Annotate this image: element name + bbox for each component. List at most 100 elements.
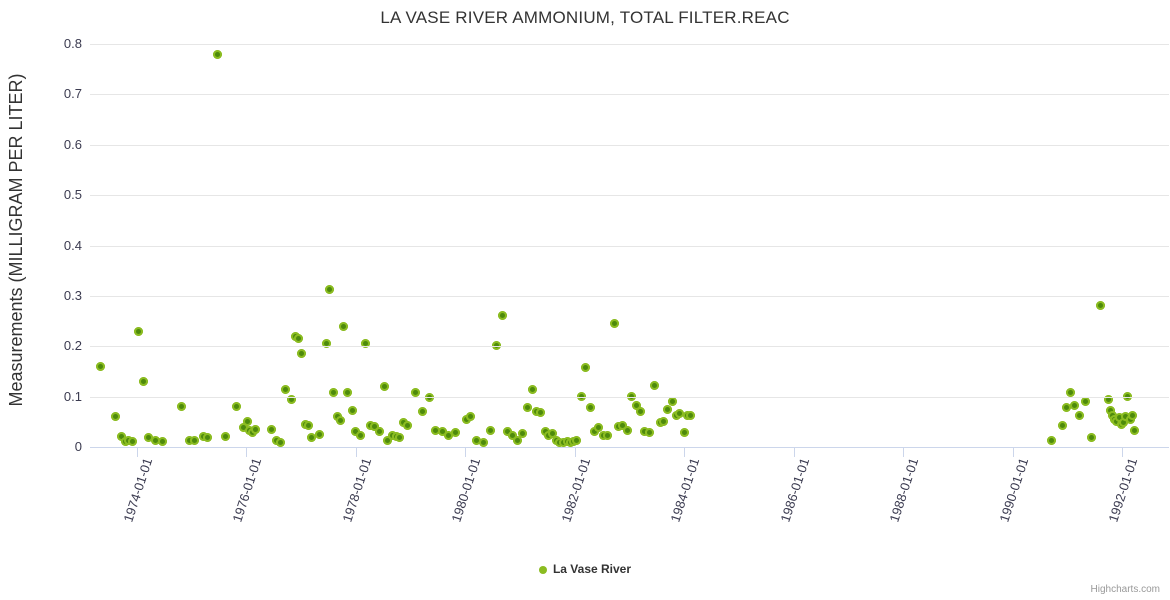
data-point[interactable] (527, 384, 537, 394)
data-point[interactable] (369, 422, 379, 432)
data-point[interactable] (507, 431, 517, 441)
data-point[interactable] (251, 424, 261, 434)
data-point[interactable] (679, 428, 689, 438)
data-point[interactable] (589, 427, 599, 437)
data-point[interactable] (111, 412, 121, 422)
data-point[interactable] (1080, 397, 1090, 407)
data-point[interactable] (479, 438, 489, 448)
data-point[interactable] (497, 310, 507, 320)
data-point[interactable] (324, 285, 334, 295)
data-point[interactable] (1046, 436, 1056, 446)
data-point[interactable] (424, 393, 434, 403)
data-point[interactable] (466, 412, 476, 422)
data-point[interactable] (127, 437, 137, 447)
data-point[interactable] (650, 381, 660, 391)
data-point[interactable] (286, 394, 296, 404)
data-point[interactable] (375, 427, 385, 437)
data-point[interactable] (635, 407, 645, 417)
data-point[interactable] (437, 427, 447, 437)
data-point[interactable] (96, 361, 106, 371)
data-point[interactable] (116, 432, 126, 442)
data-point[interactable] (329, 388, 339, 398)
data-point[interactable] (622, 426, 632, 436)
data-point[interactable] (492, 340, 502, 350)
data-point[interactable] (431, 426, 441, 436)
data-point[interactable] (134, 326, 144, 336)
data-point[interactable] (675, 409, 685, 419)
data-point[interactable] (138, 377, 148, 386)
data-point[interactable] (485, 426, 495, 436)
data-point[interactable] (1103, 394, 1113, 404)
data-point[interactable] (1075, 411, 1085, 421)
data-point[interactable] (572, 436, 582, 446)
data-point[interactable] (304, 421, 314, 431)
data-point[interactable] (631, 401, 641, 411)
data-point[interactable] (1087, 433, 1097, 443)
legend-item-la-vase-river[interactable]: La Vase River (538, 562, 631, 576)
data-point[interactable] (394, 433, 404, 443)
data-point[interactable] (402, 421, 412, 431)
data-point[interactable] (176, 402, 186, 412)
data-point[interactable] (382, 436, 392, 446)
data-point[interactable] (686, 411, 696, 421)
data-point[interactable] (238, 423, 248, 433)
data-point[interactable] (1105, 406, 1115, 416)
data-point[interactable] (144, 433, 154, 443)
data-point[interactable] (231, 402, 241, 412)
data-point[interactable] (517, 429, 527, 439)
data-point[interactable] (294, 334, 304, 344)
data-point[interactable] (581, 362, 591, 372)
data-point[interactable] (603, 431, 613, 441)
data-point[interactable] (450, 428, 460, 438)
data-point[interactable] (213, 49, 223, 59)
data-point[interactable] (297, 349, 307, 359)
data-point[interactable] (242, 417, 252, 427)
data-point[interactable] (190, 436, 200, 446)
data-point[interactable] (275, 438, 285, 448)
data-point[interactable] (471, 436, 481, 446)
data-point[interactable] (220, 432, 230, 442)
data-point[interactable] (339, 321, 349, 331)
data-point[interactable] (444, 431, 454, 441)
data-point[interactable] (1129, 426, 1139, 436)
data-point[interactable] (355, 431, 365, 441)
data-point[interactable] (281, 384, 291, 394)
data-point[interactable] (321, 339, 331, 349)
data-point[interactable] (609, 319, 619, 329)
data-point[interactable] (314, 429, 324, 439)
data-point[interactable] (1096, 301, 1106, 311)
data-point[interactable] (667, 397, 677, 407)
data-point[interactable] (307, 433, 317, 443)
data-point[interactable] (513, 436, 523, 446)
data-point[interactable] (1069, 401, 1079, 411)
data-point[interactable] (343, 388, 353, 398)
data-point[interactable] (150, 436, 160, 446)
data-point[interactable] (1114, 413, 1124, 423)
data-point[interactable] (351, 427, 361, 437)
data-point[interactable] (379, 382, 389, 392)
data-point[interactable] (1062, 403, 1072, 413)
data-point[interactable] (548, 429, 558, 439)
data-point[interactable] (594, 423, 604, 433)
data-point[interactable] (158, 437, 168, 447)
data-point[interactable] (1057, 421, 1067, 431)
data-point[interactable] (1066, 388, 1076, 398)
data-point[interactable] (663, 404, 673, 414)
data-point[interactable] (417, 407, 427, 417)
data-point[interactable] (335, 416, 345, 426)
data-point[interactable] (523, 403, 533, 413)
data-point[interactable] (618, 421, 628, 431)
data-point[interactable] (203, 433, 213, 443)
data-point[interactable] (411, 388, 421, 398)
data-point[interactable] (1119, 418, 1129, 428)
data-point[interactable] (347, 406, 357, 416)
data-point[interactable] (361, 339, 370, 349)
data-point[interactable] (585, 403, 595, 413)
data-point[interactable] (1127, 411, 1137, 421)
data-point[interactable] (644, 428, 654, 438)
credits-link[interactable]: Highcharts.com (1090, 584, 1160, 595)
data-point[interactable] (184, 436, 194, 446)
data-point[interactable] (536, 408, 546, 418)
data-point[interactable] (266, 424, 276, 434)
data-point[interactable] (658, 417, 668, 427)
